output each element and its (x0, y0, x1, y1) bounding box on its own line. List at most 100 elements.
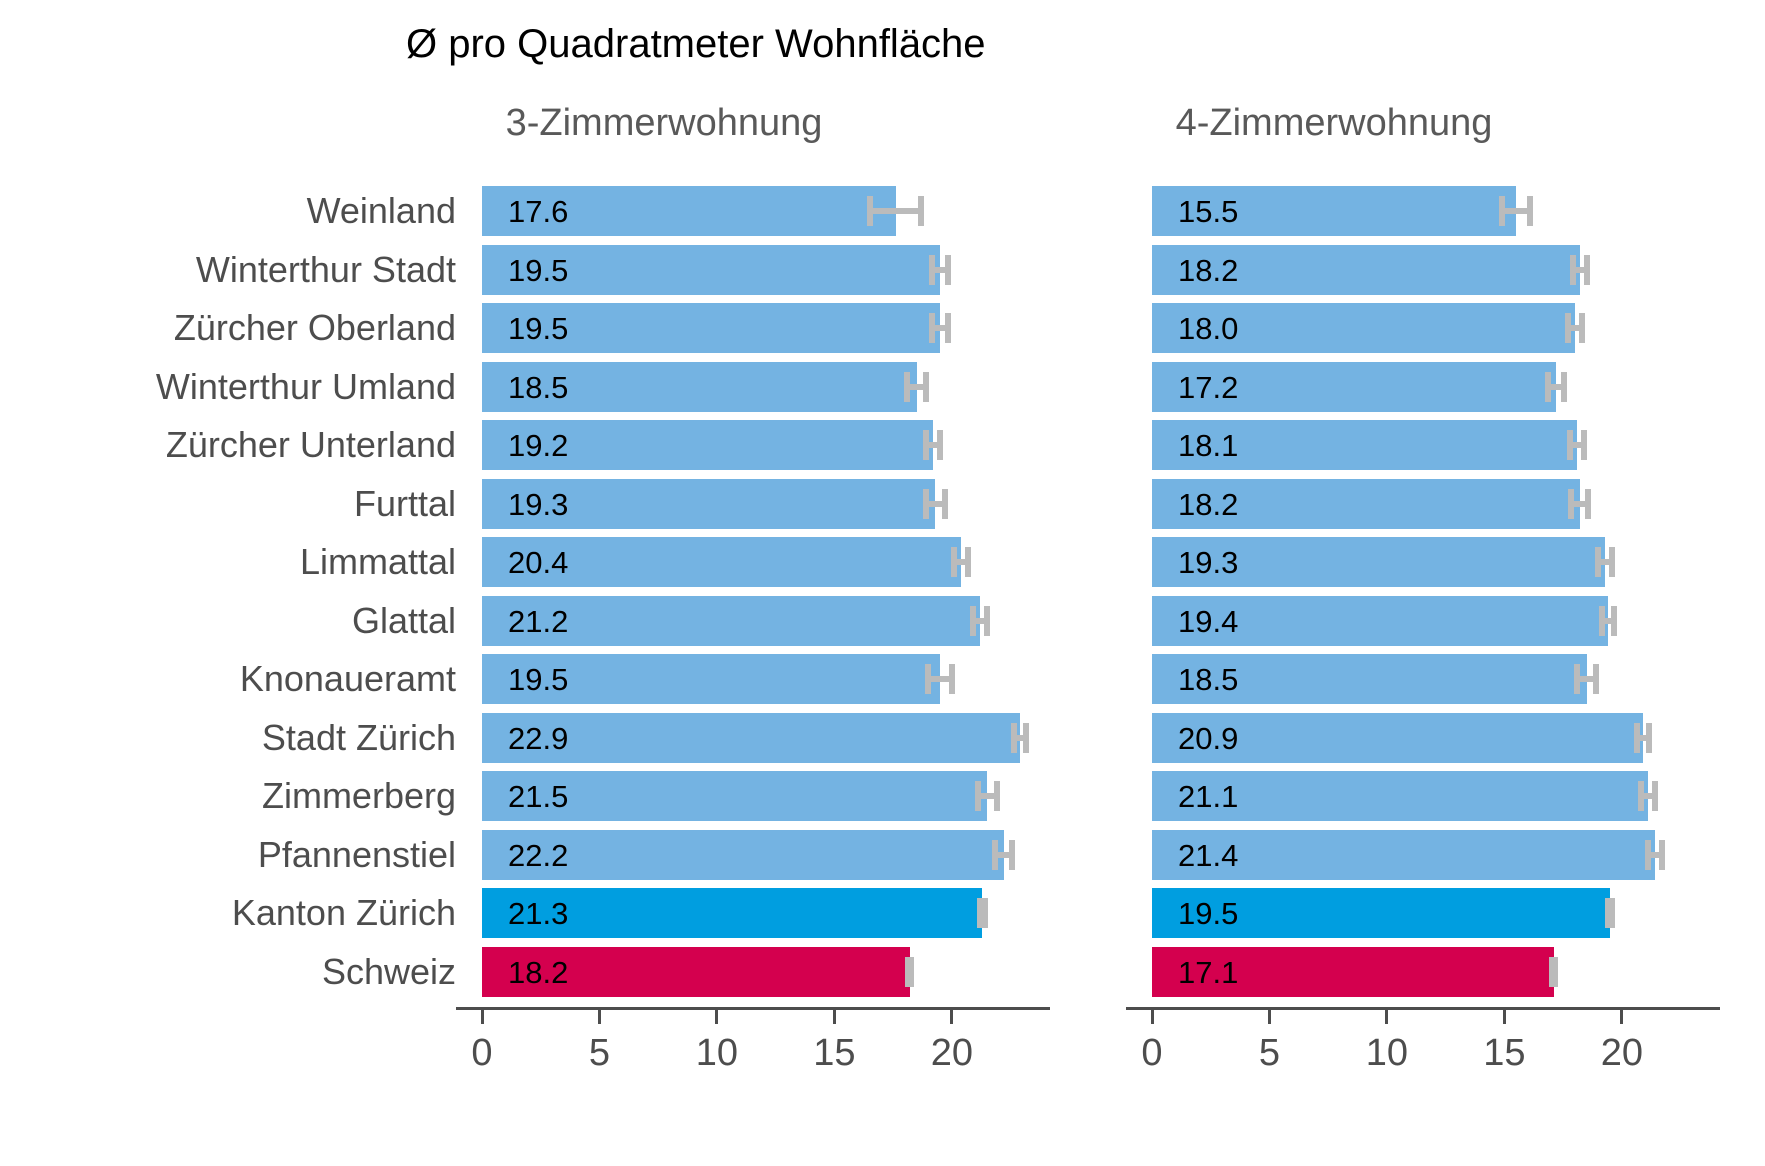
error-bar-cap-right (1552, 956, 1559, 987)
category-label: Pfannenstiel (257, 833, 456, 875)
error-bar-line (1577, 676, 1597, 682)
bar (1152, 361, 1557, 412)
error-bar-cap-left (1568, 488, 1575, 519)
category-label: Winterthur Stadt (195, 248, 456, 290)
error-bar-cap-left (1598, 605, 1605, 636)
error-bar-line (926, 500, 945, 507)
bar (482, 829, 1004, 880)
bar-value-label: 20.4 (508, 545, 569, 580)
error-bar-cap-left (977, 898, 984, 928)
category-label: Knonaueramt (239, 658, 456, 699)
category-label: Zürcher Unterland (165, 424, 456, 465)
category-label: Winterthur Umland (155, 365, 456, 407)
error-bar-line (1547, 383, 1565, 390)
bar (1152, 654, 1587, 704)
error-bar-cap-right (1578, 313, 1585, 343)
x-axis-tick (480, 1010, 484, 1024)
bar-value-label: 21.3 (508, 896, 569, 931)
error-bar-line (931, 266, 949, 273)
x-axis-tick-label: 20 (930, 1032, 974, 1074)
error-bar-cap-right (965, 547, 972, 577)
error-bar-cap-right (1658, 839, 1665, 870)
error-bar-cap-right (937, 430, 944, 460)
chart-title: Ø pro Quadratmeter Wohnfläche (406, 22, 986, 66)
bar (1152, 946, 1554, 997)
error-bar-cap-right (945, 254, 952, 285)
error-bar-cap-right (1610, 605, 1617, 636)
error-bar-cap-left (923, 488, 930, 519)
bar-value-label: 18.2 (1178, 486, 1239, 522)
error-bar-cap-right (918, 196, 925, 226)
x-axis-tick (1502, 1010, 1506, 1024)
error-bar-line (1601, 617, 1614, 624)
x-axis-tick (950, 1010, 954, 1024)
error-bar-cap-left (904, 371, 911, 402)
x-axis-tick (1267, 1010, 1271, 1024)
bar-value-label: 19.3 (1178, 545, 1239, 580)
bar-value-label: 20.9 (1178, 720, 1239, 756)
bar-value-label: 15.5 (1178, 194, 1239, 229)
error-bar-cap-left (1567, 430, 1574, 460)
error-bar-line (995, 851, 1012, 858)
error-bar-cap-right (981, 898, 988, 928)
bar-value-label: 21.4 (1178, 837, 1239, 873)
error-bar-cap-right (1609, 898, 1616, 928)
category-label: Zürcher Oberland (173, 307, 456, 348)
category-label: Glattal (351, 599, 456, 641)
error-bar-cap-left (1544, 371, 1551, 402)
x-axis-tick-label: 5 (588, 1032, 611, 1074)
bar-value-label: 19.5 (1178, 896, 1239, 931)
error-bar-line (869, 208, 922, 214)
bar-value-label: 21.2 (508, 603, 569, 639)
error-bar-line (907, 383, 927, 390)
error-bar-cap-left (1634, 722, 1641, 753)
error-bar-cap-right (1561, 371, 1568, 402)
bar-value-label: 19.4 (1178, 603, 1239, 639)
category-label: Stadt Zürich (261, 716, 456, 758)
error-bar-cap-right (993, 781, 1000, 811)
error-bar-cap-left (866, 196, 873, 226)
error-bar-line (1637, 734, 1649, 741)
bar-value-label: 19.3 (508, 486, 569, 522)
error-bar-cap-right (1651, 781, 1658, 811)
error-bar-cap-right (908, 956, 914, 987)
error-bar-cap-right (1008, 839, 1015, 870)
error-bar-cap-right (984, 605, 991, 636)
bar (1152, 186, 1517, 236)
x-axis-tick-label: 20 (1600, 1032, 1644, 1074)
bar (482, 888, 983, 938)
bar (1152, 244, 1580, 295)
bar-value-label: 17.1 (1178, 954, 1239, 990)
error-bar-cap-left (925, 664, 932, 694)
category-labels-column: Weinland Winterthur Stadt Zürcher Oberland… (0, 0, 456, 1166)
bar-value-label: 19.5 (508, 252, 569, 288)
error-bar-cap-right (941, 488, 948, 519)
error-bar-cap-right (1584, 488, 1591, 519)
error-bar-line (1502, 208, 1531, 214)
bar (482, 771, 988, 821)
bar (1152, 888, 1611, 938)
error-bar-cap-left (974, 781, 981, 811)
x-axis-tick-label: 0 (471, 1032, 493, 1074)
category-label: Furttal (353, 482, 456, 524)
panel-4-zimmerwohnung: 4-Zimmerwohnung 15.5 18.2 18.0 17.2 18.1 18.2… (1126, 0, 1720, 1166)
bar-value-label: 18.0 (1178, 311, 1239, 346)
x-axis-tick (832, 1010, 836, 1024)
x-axis-tick-label: 10 (1365, 1032, 1409, 1074)
panel-3-zimmerwohnung: 3-Zimmerwohnung 17.6 19.5 19.5 18.5 19.2 19.3… (456, 0, 1050, 1166)
category-label: Weinland (306, 190, 456, 231)
panel-subtitle-3-zimmerwohnung: 3-Zimmerwohnung (505, 102, 823, 144)
error-bar-line (1647, 851, 1662, 858)
error-bar-cap-left (1637, 781, 1644, 811)
x-axis-line (1126, 1007, 1720, 1010)
bar-value-label: 21.5 (508, 779, 569, 814)
error-bar-cap-right (923, 371, 930, 402)
error-bar-line (1598, 559, 1613, 565)
bar (1152, 303, 1575, 353)
bar (1152, 478, 1580, 529)
panel-subtitle-4-zimmerwohnung: 4-Zimmerwohnung (1175, 102, 1493, 144)
x-axis-tick-label: 10 (695, 1032, 739, 1074)
error-bar-line (973, 617, 988, 624)
error-bar-cap-left (928, 254, 935, 285)
